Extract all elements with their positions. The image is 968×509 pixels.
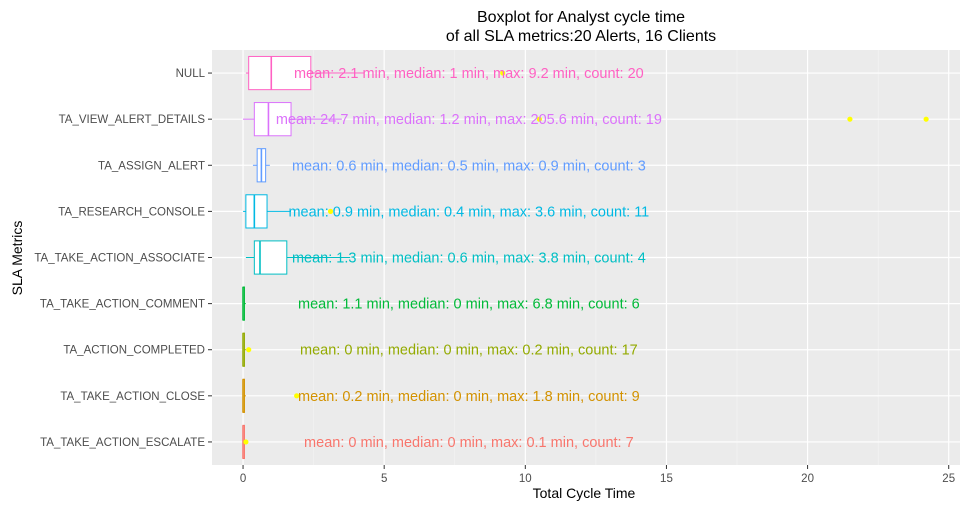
x-tick-labels: 0 5 10 15 20 25: [240, 465, 955, 485]
y-tick-label: TA_TAKE_ACTION_ASSOCIATE: [34, 253, 205, 265]
y-tick-label: TA_ASSIGN_ALERT: [98, 160, 205, 172]
stats-annotation: mean: 24.7 min, median: 1.2 min, max: 20…: [276, 112, 662, 128]
stats-annotation: mean: 1.1 min, median: 0 min, max: 6.8 m…: [298, 297, 640, 313]
box-ta-take-action-escalate: mean: 0 min, median: 0 min, max: 0.1 min…: [242, 424, 634, 460]
y-tick-label: TA_TAKE_ACTION_COMMENT: [40, 299, 205, 311]
x-tick-label: 10: [519, 473, 532, 485]
x-tick-label: 5: [381, 473, 387, 485]
box-ta-action-completed: mean: 0 min, median: 0 min, max: 0.2 min…: [242, 332, 638, 367]
y-tick-label: TA_RESEARCH_CONSOLE: [58, 206, 205, 218]
outlier-point: [246, 347, 252, 353]
y-tick-label: TA_VIEW_ALERT_DETAILS: [59, 114, 206, 126]
box-ta-take-action-comment: mean: 1.1 min, median: 0 min, max: 6.8 m…: [242, 286, 640, 321]
box-ta-view-alert-details: mean: 24.7 min, median: 1.2 min, max: 20…: [243, 102, 929, 137]
y-tick-labels: NULL TA_VIEW_ALERT_DETAILS TA_ASSIGN_ALERT…: [34, 68, 212, 449]
stats-annotation: mean: 0.6 min, median: 0.5 min, max: 0.9…: [292, 158, 646, 174]
box-ta-research-console: mean: 0.9 min, median: 0.4 min, max: 3.6…: [243, 194, 649, 229]
boxplot-series: mean: 2.1 min, median: 1 min, max: 9.2 m…: [242, 55, 929, 460]
x-tick-label: 15: [660, 473, 673, 485]
outlier-point: [847, 116, 853, 122]
y-tick-label: TA_TAKE_ACTION_CLOSE: [60, 391, 205, 403]
y-axis-label: SLA Metrics: [9, 221, 25, 296]
box-null: mean: 2.1 min, median: 1 min, max: 9.2 m…: [245, 55, 644, 91]
stats-annotation: mean: 0 min, median: 0 min, max: 0.1 min…: [304, 435, 634, 451]
box-iqr: [245, 194, 268, 229]
y-tick-label: TA_ACTION_COMPLETED: [63, 345, 205, 357]
chart-title: Boxplot for Analyst cycle time: [477, 9, 685, 26]
outlier-point: [327, 208, 334, 214]
y-tick-label: NULL: [176, 68, 206, 80]
stats-annotation: mean: 0.9 min, median: 0.4 min, max: 3.6…: [288, 204, 649, 220]
outlier-point: [923, 116, 929, 122]
outlier-point: [294, 393, 300, 399]
box-ta-take-action-associate: mean: 1.3 min, median: 0.6 min, max: 3.8…: [245, 240, 646, 275]
outlier-point: [536, 116, 543, 122]
box-iqr: [248, 55, 312, 91]
stats-annotation: mean: 0 min, median: 0 min, max: 0.2 min…: [300, 343, 638, 359]
chart-subtitle: of all SLA metrics:20 Alerts, 16 Clients: [446, 28, 716, 45]
box-ta-assign-alert: mean: 0.6 min, median: 0.5 min, max: 0.9…: [252, 148, 646, 183]
outlier-point: [500, 70, 506, 76]
x-tick-label: 0: [240, 473, 246, 485]
outlier-point: [243, 439, 249, 445]
stats-annotation: mean: 2.1 min, median: 1 min, max: 9.2 m…: [294, 66, 644, 82]
box-iqr: [253, 102, 292, 137]
stats-annotation: mean: 1.3 min, median: 0.6 min, max: 3.8…: [292, 251, 646, 267]
x-axis-label: Total Cycle Time: [533, 485, 636, 501]
box-ta-take-action-close: mean: 0.2 min, median: 0 min, max: 1.8 m…: [242, 378, 640, 413]
y-tick-label: TA_TAKE_ACTION_ESCALATE: [40, 437, 205, 449]
grid-lines: [212, 50, 960, 465]
x-tick-label: 25: [942, 473, 955, 485]
x-tick-label: 20: [801, 473, 814, 485]
stats-annotation: mean: 0.2 min, median: 0 min, max: 1.8 m…: [298, 389, 640, 405]
